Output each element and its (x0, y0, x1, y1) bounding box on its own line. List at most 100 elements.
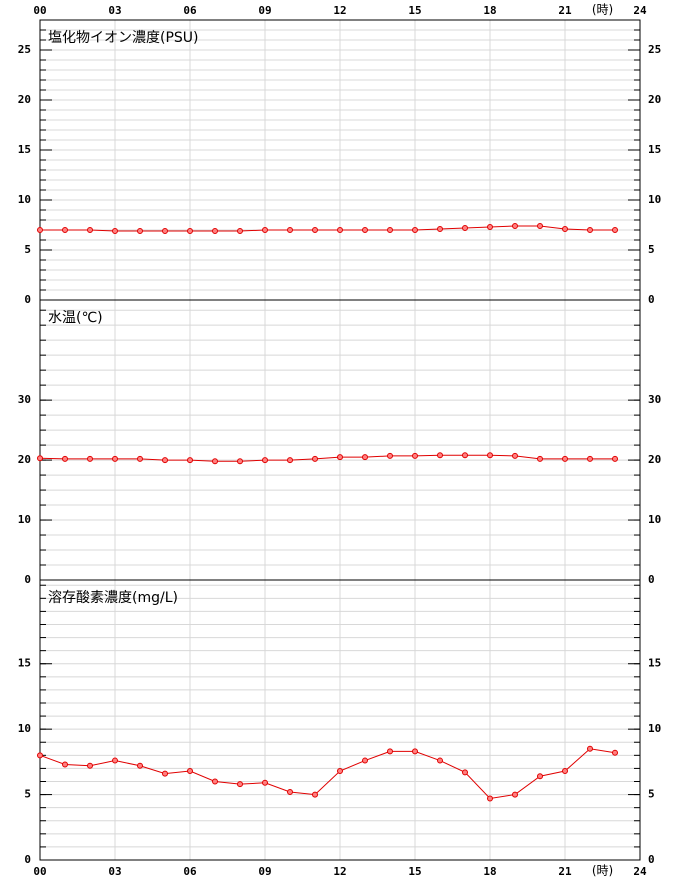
data-point (112, 757, 118, 764)
x-tick-label: 06 (183, 4, 197, 17)
data-point (362, 227, 368, 233)
data-point (362, 757, 368, 764)
y-tick-label: 10 (648, 193, 661, 206)
data-point (437, 226, 443, 232)
data-point (312, 455, 318, 462)
data-point (37, 227, 43, 233)
data-point (412, 452, 418, 459)
y-tick-label: 0 (24, 853, 31, 866)
y-tick-label: 15 (648, 657, 661, 670)
y-tick-label: 20 (648, 453, 661, 466)
y-tick-label: 15 (648, 143, 661, 156)
y-tick-label: 10 (648, 513, 661, 526)
data-point (387, 748, 393, 755)
data-point (537, 223, 543, 229)
y-tick-label: 25 (648, 43, 661, 56)
data-point (287, 788, 293, 795)
data-point (287, 457, 293, 464)
data-point (612, 749, 618, 756)
data-point (237, 228, 243, 234)
data-point (237, 458, 243, 465)
data-point (487, 224, 493, 230)
panel-title: 溶存酸素濃度(mg/L) (48, 590, 178, 606)
data-point (187, 228, 193, 234)
data-point (312, 791, 318, 798)
data-point (162, 228, 168, 234)
x-tick-label: 21 (558, 865, 572, 878)
y-tick-label: 10 (18, 513, 31, 526)
data-point (387, 452, 393, 459)
data-point (262, 779, 268, 786)
y-tick-label: 5 (648, 788, 655, 801)
data-point (562, 768, 568, 775)
x-tick-label: 24 (633, 4, 647, 17)
x-tick-label: 09 (258, 4, 271, 17)
data-point (37, 752, 43, 759)
data-point (87, 762, 93, 769)
data-point (87, 455, 93, 462)
panel-title: 塩化物イオン濃度(PSU) (48, 30, 199, 46)
y-tick-label: 0 (648, 293, 655, 306)
data-point (62, 227, 68, 233)
data-point (187, 768, 193, 775)
data-point (412, 227, 418, 233)
y-tick-label: 15 (18, 143, 31, 156)
x-tick-label: 09 (258, 865, 271, 878)
x-unit: (時) (592, 3, 613, 17)
data-line (39, 454, 615, 462)
x-tick-label: 15 (408, 4, 421, 17)
data-point (512, 452, 518, 459)
data-point (312, 227, 318, 233)
data-point (137, 228, 143, 234)
x-tick-label: 03 (108, 865, 121, 878)
y-tick-label: 20 (18, 93, 31, 106)
data-point (87, 227, 93, 233)
x-tick-label: 03 (108, 4, 121, 17)
data-point (562, 226, 568, 232)
data-point (137, 762, 143, 769)
data-point (112, 228, 118, 234)
y-tick-label: 10 (18, 193, 31, 206)
y-tick-label: 20 (648, 93, 661, 106)
data-point (112, 455, 118, 462)
x-tick-label: 12 (333, 865, 346, 878)
data-point (62, 455, 68, 462)
data-point (187, 457, 193, 464)
data-point (337, 454, 343, 461)
x-tick-label: 06 (183, 865, 197, 878)
data-point (537, 455, 543, 462)
y-tick-label: 5 (24, 788, 31, 801)
data-point (162, 457, 168, 464)
data-point (612, 455, 618, 462)
data-point (462, 225, 468, 231)
x-tick-label: 24 (633, 865, 647, 878)
y-tick-label: 0 (24, 573, 31, 586)
x-unit: (時) (592, 864, 613, 878)
data-point (337, 227, 343, 233)
data-point (287, 227, 293, 233)
data-point (212, 778, 218, 785)
data-point (62, 761, 68, 768)
panel-frame (39, 579, 641, 861)
data-point (137, 455, 143, 462)
data-point (512, 791, 518, 798)
data-point (487, 795, 493, 802)
data-point (162, 770, 168, 777)
data-point (212, 458, 218, 465)
data-point (587, 455, 593, 462)
data-point (437, 452, 443, 459)
data-point (387, 227, 393, 233)
data-point (587, 227, 593, 233)
y-tick-label: 5 (24, 243, 31, 256)
data-point (537, 773, 543, 780)
y-tick-label: 0 (648, 853, 655, 866)
data-point (587, 745, 593, 752)
data-point (262, 227, 268, 233)
data-point (437, 757, 443, 764)
x-tick-label: 15 (408, 865, 421, 878)
data-line (39, 748, 616, 800)
y-tick-label: 10 (648, 722, 661, 735)
y-tick-label: 15 (18, 657, 31, 670)
data-point (412, 748, 418, 755)
